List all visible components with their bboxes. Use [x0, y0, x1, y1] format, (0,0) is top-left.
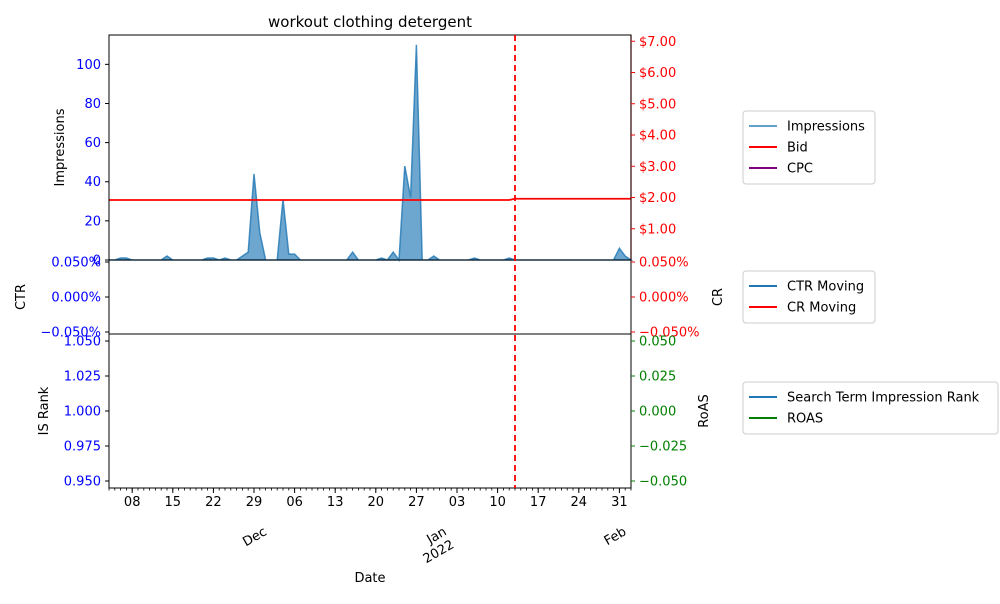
mid-frame [108, 259, 632, 335]
top-y2tick-label: $3.00 [639, 160, 676, 175]
chart-title: workout clothing detergent [268, 13, 472, 31]
impressions-axis-label: Impressions [53, 108, 68, 186]
x-tick-label: 13 [327, 495, 344, 510]
top-legend-label: Bid [787, 141, 808, 156]
x-axis-label: Date [354, 571, 385, 586]
bot-legend-label: Search Term Impression Rank [787, 391, 980, 406]
bot-y2tick-label: 0.050 [639, 335, 676, 350]
top-frame [108, 34, 632, 261]
bot-y2tick-label: −0.025 [639, 440, 687, 455]
top-ytick-label: 0 [93, 254, 101, 269]
impressions-panel: 0 20 40 60 80 100 $1.00 $2.00 $3.00 $4.00 $5.00 $6.… [53, 34, 676, 269]
impressions-area [109, 44, 634, 263]
x-tick-label: 24 [571, 495, 588, 510]
x-tick-label: 29 [246, 495, 263, 510]
bot-y2tick-label: 0.025 [639, 370, 676, 385]
bid-line [109, 197, 631, 201]
mid-legend-label: CR Moving [787, 301, 856, 316]
bot-ytick-label: 0.950 [64, 475, 101, 490]
bot-ytick-label: 1.025 [64, 370, 101, 385]
x-tick-label: 15 [165, 495, 182, 510]
top-y2tick-label: $4.00 [639, 129, 676, 144]
top-y2tick-label: $6.00 [639, 66, 676, 81]
is-rank-axis-label: IS Rank [37, 386, 52, 435]
mid-y2tick-label: −0.050% [639, 326, 699, 341]
mid-ytick-label: 0.000% [51, 291, 101, 306]
x-month-label-line: Feb [602, 524, 629, 549]
bot-ytick-label: 1.050 [64, 335, 101, 350]
ctr-panel: −0.050% 0.000% 0.050% −0.050% 0.000% 0.050% CT… [14, 256, 726, 341]
top-legend-label: Impressions [787, 120, 865, 135]
is-rank-panel: 0.950 0.975 1.000 1.025 1.050 −0.050 −0.025 0.0… [37, 333, 712, 586]
mid-y2tick-label: 0.000% [639, 291, 689, 306]
x-tick-label: 06 [286, 495, 303, 510]
top-ytick-label: 20 [84, 214, 101, 229]
mid-y2tick-label: 0.050% [639, 256, 689, 271]
bot-ytick-label: 0.975 [64, 440, 101, 455]
x-tick-label: 20 [368, 495, 385, 510]
top-ytick-label: 60 [84, 136, 101, 151]
top-ytick-label: 80 [84, 97, 101, 112]
bot-y2tick-label: 0.000 [639, 405, 676, 420]
x-month-label-line: Dec [240, 524, 269, 550]
bot-ytick-label: 1.000 [64, 405, 101, 420]
top-legend-box [742, 110, 876, 185]
bot-y2tick-label: −0.050 [639, 475, 687, 490]
x-month-label: Dec [240, 524, 269, 550]
mid-legend-label: CTR Moving [787, 280, 864, 295]
legends: Impressions Bid CPC CTR Moving CR Moving Sear… [742, 110, 999, 435]
mid-ytick-label: −0.050% [41, 326, 101, 341]
mid-ytick-label: 0.050% [51, 256, 101, 271]
cr-axis-label: CR [711, 288, 726, 306]
ctr-axis-label: CTR [14, 284, 29, 310]
x-tick-label: 27 [408, 495, 425, 510]
top-y2tick-label: $7.00 [639, 35, 676, 50]
bot-legend-label: ROAS [787, 412, 823, 427]
bot-frame [108, 333, 632, 489]
x-tick-label: 22 [205, 495, 222, 510]
top-ytick-label: 40 [84, 175, 101, 190]
bot-legend-box [742, 381, 999, 435]
top-legend-label: CPC [787, 162, 813, 177]
top-y2tick-label: $2.00 [639, 191, 676, 206]
mid-legend-box [742, 270, 876, 324]
x-tick-label: 10 [489, 495, 506, 510]
x-tick-label: 31 [611, 495, 628, 510]
top-ytick-label: 100 [76, 58, 101, 73]
top-y2tick-label: $5.00 [639, 97, 676, 112]
x-tick-label: 08 [124, 495, 141, 510]
roas-axis-label: RoAS [697, 394, 712, 428]
top-y2tick-label: $1.00 [639, 222, 676, 237]
x-tick-label: 03 [449, 495, 466, 510]
x-month-label: Feb [602, 524, 629, 549]
x-tick-label: 17 [530, 495, 547, 510]
